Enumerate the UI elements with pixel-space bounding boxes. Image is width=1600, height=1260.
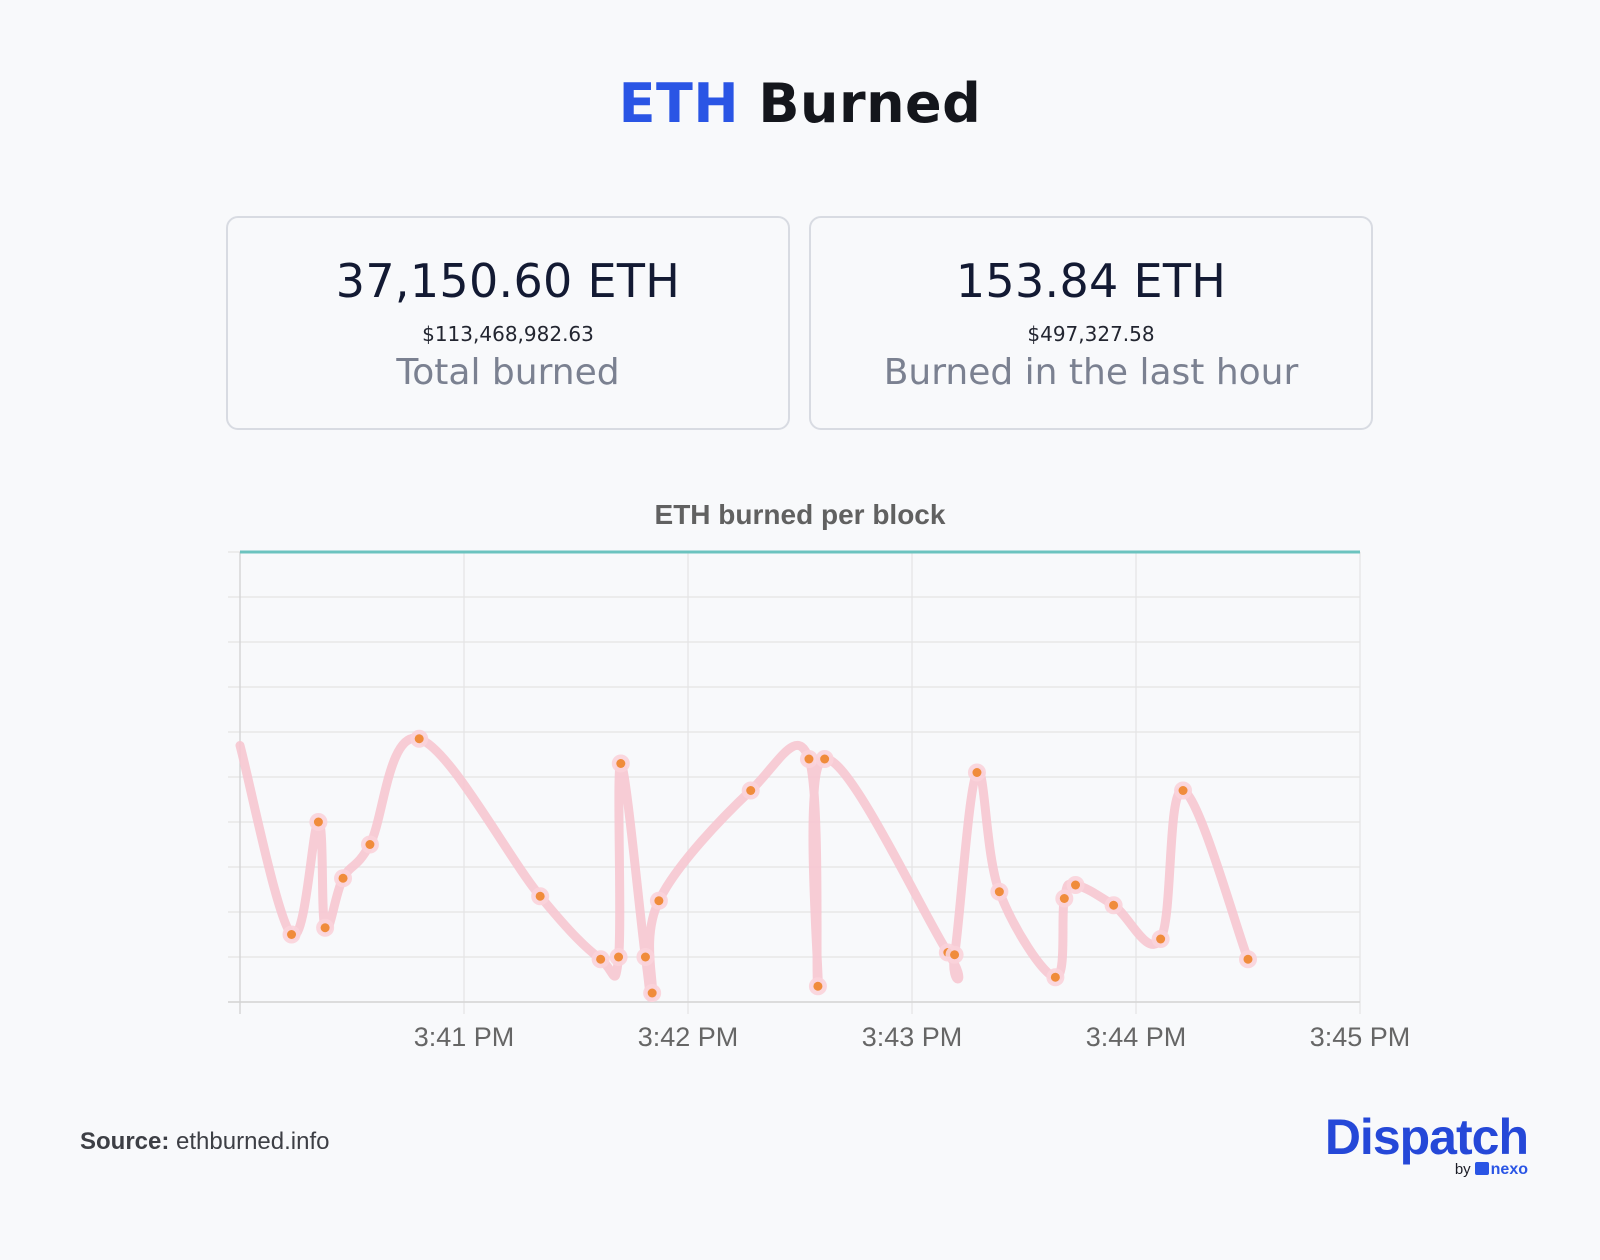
data-point bbox=[972, 768, 982, 777]
chart-series bbox=[235, 729, 1257, 1002]
chart-title: ETH burned per block bbox=[654, 499, 946, 530]
stat-amount: 37,150.60 ETH bbox=[335, 254, 681, 308]
dispatch-logo: Dispatch by nexo bbox=[1298, 1109, 1529, 1178]
data-point bbox=[313, 817, 323, 827]
logo-byline: by nexo bbox=[1455, 1162, 1528, 1178]
x-tick-label: 3:44 PM bbox=[1086, 1022, 1187, 1052]
x-tick-label: 3:41 PM bbox=[414, 1022, 515, 1052]
line-chart: 3:41 PM 3:42 PM 3:43 PM 3:44 PM 3:45 PM bbox=[228, 550, 1411, 1052]
data-point bbox=[1059, 894, 1069, 903]
x-tick-label: 3:42 PM bbox=[638, 1022, 739, 1052]
nexo-icon bbox=[1474, 1162, 1489, 1175]
source-note: Source: ethburned.info bbox=[80, 1128, 330, 1156]
stat-card-last-hour: 153.84 ETH $497,327.58 Burned in the las… bbox=[809, 216, 1373, 430]
data-point bbox=[338, 873, 348, 883]
logo-partner: nexo bbox=[1490, 1161, 1528, 1178]
stat-caption: Total burned bbox=[396, 352, 620, 393]
data-point bbox=[654, 896, 664, 906]
data-point bbox=[1071, 880, 1081, 890]
data-point bbox=[647, 988, 657, 998]
data-point bbox=[1243, 954, 1253, 964]
data-point bbox=[640, 952, 650, 962]
source-value: ethburned.info bbox=[176, 1128, 330, 1155]
data-point bbox=[1050, 972, 1060, 982]
data-point bbox=[287, 930, 297, 939]
data-point bbox=[1109, 900, 1119, 910]
title-rest: Burned bbox=[758, 72, 982, 135]
logo-by: by bbox=[1454, 1161, 1471, 1178]
data-point bbox=[1156, 934, 1166, 944]
stat-card-total: 37,150.60 ETH $113,468,982.63 Total burn… bbox=[226, 216, 790, 430]
data-point bbox=[746, 786, 756, 795]
data-point bbox=[994, 887, 1004, 897]
data-point bbox=[804, 754, 814, 764]
data-point bbox=[813, 981, 823, 991]
stat-amount: 153.84 ETH bbox=[955, 254, 1227, 308]
logo-word: Dispatch bbox=[1324, 1109, 1529, 1165]
source-label: Source: bbox=[80, 1128, 170, 1155]
x-axis-ticks: 3:41 PM 3:42 PM 3:43 PM 3:44 PM 3:45 PM bbox=[414, 1022, 1411, 1052]
data-point bbox=[535, 891, 545, 901]
x-tick-label: 3:43 PM bbox=[862, 1022, 963, 1052]
stat-usd: $497,327.58 bbox=[1027, 322, 1155, 346]
data-point bbox=[616, 759, 626, 768]
page-title: ETH Burned bbox=[0, 72, 1600, 135]
x-tick-label: 3:45 PM bbox=[1310, 1022, 1411, 1052]
data-point bbox=[820, 754, 830, 764]
chart-grid bbox=[228, 550, 1361, 1014]
title-accent: ETH bbox=[618, 72, 740, 135]
data-point bbox=[1178, 786, 1188, 795]
data-point bbox=[950, 950, 960, 960]
stat-caption: Burned in the last hour bbox=[883, 352, 1299, 393]
data-point bbox=[320, 923, 330, 933]
data-point bbox=[596, 954, 606, 964]
data-point bbox=[365, 840, 375, 849]
data-point bbox=[614, 952, 624, 962]
data-point bbox=[414, 734, 424, 744]
stat-usd: $113,468,982.63 bbox=[422, 322, 594, 346]
